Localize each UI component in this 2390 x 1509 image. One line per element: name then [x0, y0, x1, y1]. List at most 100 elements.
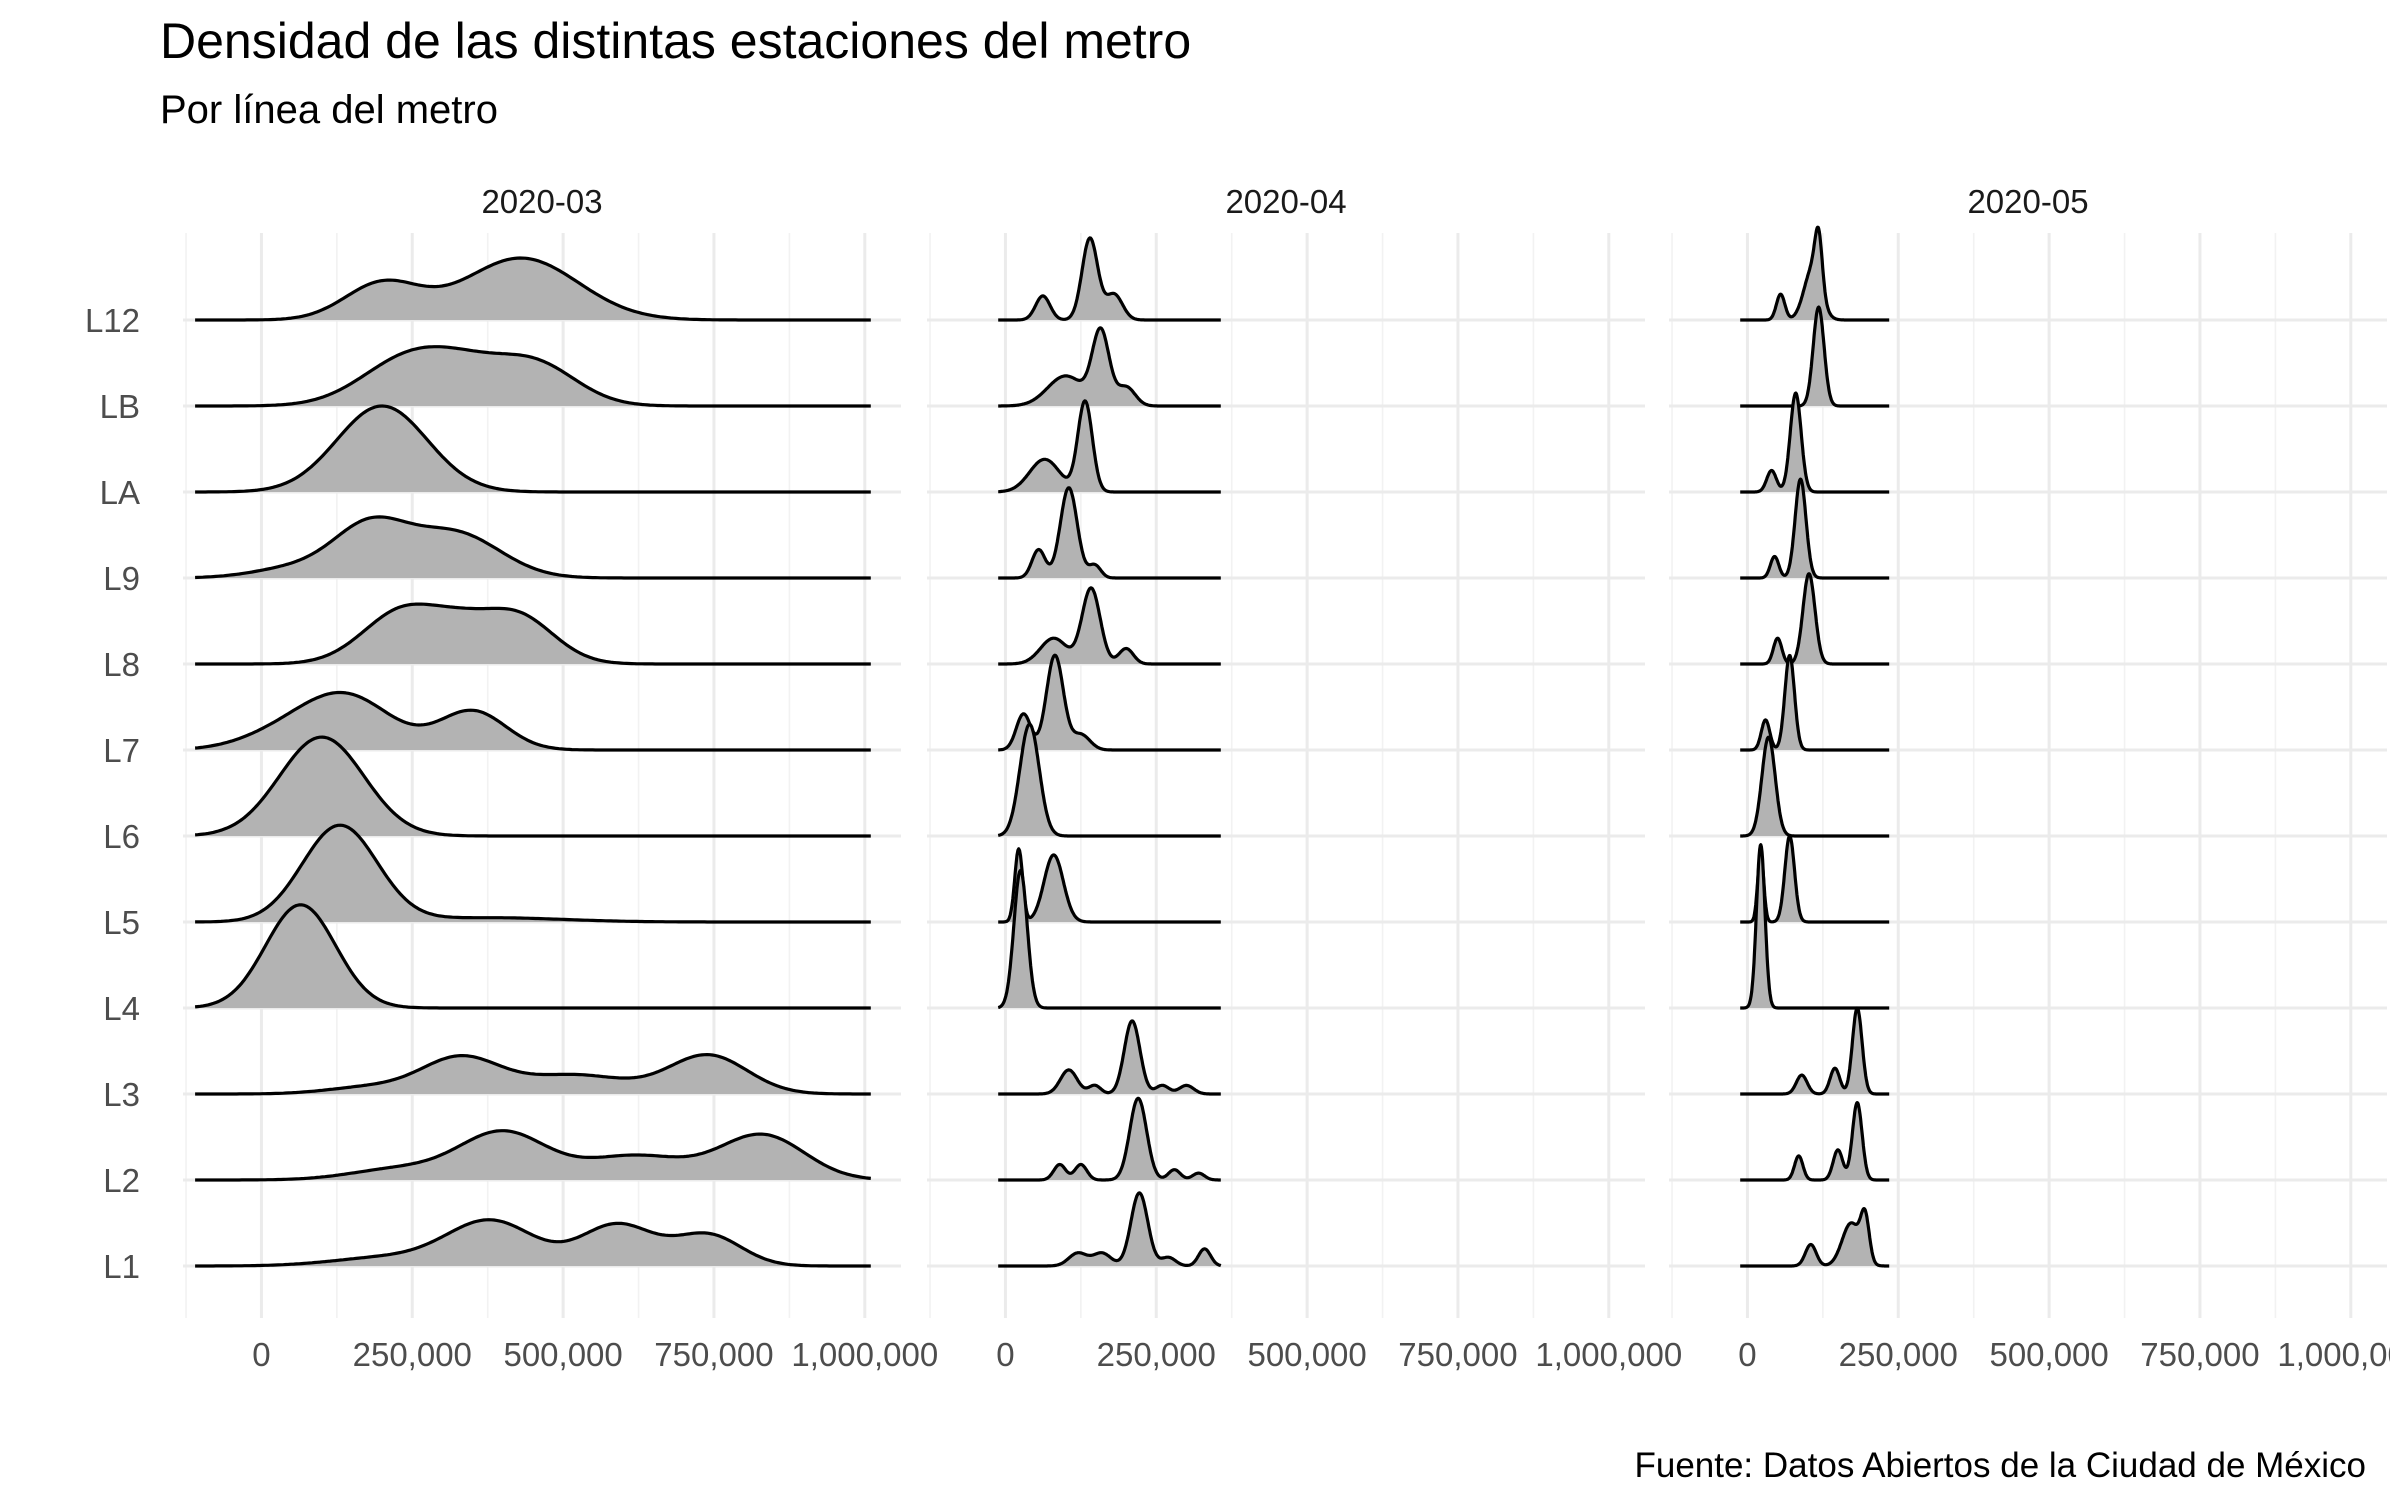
density-line-L1 [195, 1218, 871, 1268]
facet-strip-label: 2020-03 [481, 183, 602, 220]
density-line-L3 [997, 1019, 1222, 1096]
density-line-L4 [997, 868, 1222, 1010]
y-tick-label: L5 [103, 904, 140, 941]
density-line-L9 [997, 486, 1222, 580]
chart-subtitle: Por línea del metro [160, 88, 498, 132]
density-line-L4 [1739, 843, 1891, 1010]
y-tick-label: L6 [103, 818, 140, 855]
x-tick-label: 1,000,000 [791, 1336, 938, 1373]
density-line-L5 [195, 823, 871, 924]
x-tick-label: 500,000 [503, 1336, 622, 1373]
density-area-L2 [1740, 1102, 1890, 1180]
facet-strip-label: 2020-04 [1225, 183, 1346, 220]
density-line-LA [195, 404, 871, 494]
x-tick-label: 1,000,000 [2277, 1336, 2390, 1373]
density-area-L4 [1740, 844, 1890, 1008]
x-tick-label: 250,000 [353, 1336, 472, 1373]
density-area-L4 [998, 870, 1221, 1008]
density-line-L4 [194, 903, 871, 1010]
density-area-LA [195, 406, 871, 492]
x-tick-label: 0 [1738, 1336, 1756, 1373]
density-line-L3 [195, 1053, 871, 1096]
y-tick-label: L9 [103, 560, 140, 597]
density-line-L6 [194, 735, 871, 838]
density-line-L6 [1739, 735, 1891, 838]
density-area-L5 [998, 848, 1221, 922]
density-line-LB [997, 326, 1222, 408]
density-area-L6 [1740, 737, 1890, 836]
density-area-L5 [195, 825, 871, 922]
density-line-L3 [1739, 1006, 1891, 1096]
y-tick-label: L1 [103, 1248, 140, 1285]
density-area-LB [998, 327, 1221, 406]
density-line-LA [1739, 391, 1891, 494]
chart-caption: Fuente: Datos Abiertos de la Ciudad de M… [1634, 1446, 2366, 1485]
density-line-L1 [1739, 1207, 1891, 1268]
facet-strip-label: 2020-05 [1967, 183, 2088, 220]
y-tick-label: LB [100, 388, 140, 425]
density-area-LA [1740, 393, 1890, 492]
x-tick-label: 250,000 [1839, 1336, 1958, 1373]
density-area-L3 [1740, 1008, 1890, 1094]
x-tick-label: 750,000 [654, 1336, 773, 1373]
density-line-L8 [195, 602, 871, 666]
density-line-L5 [997, 847, 1222, 924]
density-line-L2 [1739, 1101, 1891, 1182]
density-area-LA [998, 400, 1221, 492]
density-area-L1 [195, 1219, 871, 1266]
y-tick-label: L4 [103, 990, 140, 1027]
x-tick-label: 750,000 [2140, 1336, 2259, 1373]
density-line-LB [1739, 305, 1891, 408]
density-line-L12 [1739, 225, 1891, 322]
density-area-L8 [998, 587, 1221, 664]
y-tick-label: LA [100, 474, 140, 511]
x-tick-label: 500,000 [1247, 1336, 1366, 1373]
y-tick-label: L8 [103, 646, 140, 683]
density-area-L6 [195, 737, 871, 836]
x-tick-label: 0 [252, 1336, 270, 1373]
y-tick-label: L3 [103, 1076, 140, 1113]
density-line-L12 [997, 236, 1222, 322]
x-tick-label: 0 [996, 1336, 1014, 1373]
y-tick-label: L2 [103, 1162, 140, 1199]
density-area-L12 [195, 258, 871, 320]
density-line-L8 [997, 586, 1222, 666]
x-tick-label: 750,000 [1398, 1336, 1517, 1373]
y-tick-label: L7 [103, 732, 140, 769]
density-area-L3 [998, 1021, 1221, 1094]
label-layer: 2020-03 0 250,000 500,000 750,000 1,000,000 20… [85, 183, 2390, 1373]
density-line-L8 [1739, 572, 1891, 666]
density-area-L12 [998, 237, 1221, 320]
density-area-L7 [1740, 655, 1890, 750]
x-tick-label: 500,000 [1989, 1336, 2108, 1373]
density-line-L2 [997, 1096, 1222, 1182]
density-line-L2 [195, 1129, 871, 1182]
density-line-LA [997, 399, 1222, 494]
density-line-L6 [997, 722, 1222, 838]
x-tick-label: 250,000 [1097, 1336, 1216, 1373]
density-area-L7 [195, 692, 871, 750]
density-line-L9 [195, 515, 871, 580]
density-area-L9 [1740, 479, 1890, 578]
density-area-L7 [998, 655, 1221, 750]
density-line-L7 [194, 690, 871, 752]
density-area-L12 [1740, 227, 1890, 320]
density-area-L9 [195, 516, 871, 578]
chart-title: Densidad de las distintas estaciones del… [160, 13, 1192, 69]
density-area-L6 [998, 724, 1221, 836]
x-tick-label: 1,000,000 [1535, 1336, 1682, 1373]
ridge-layer [194, 225, 1891, 1268]
density-area-L4 [195, 904, 871, 1008]
y-tick-label: L12 [85, 302, 140, 339]
density-area-L8 [195, 604, 871, 664]
density-area-LB [195, 346, 871, 406]
density-line-L1 [997, 1191, 1222, 1268]
density-line-LB [195, 345, 871, 408]
density-line-L12 [195, 256, 871, 322]
density-area-LB [1740, 307, 1890, 406]
density-line-L7 [1739, 653, 1891, 752]
density-line-L9 [1739, 477, 1891, 580]
density-area-L2 [998, 1098, 1221, 1180]
density-area-L2 [195, 1130, 871, 1180]
